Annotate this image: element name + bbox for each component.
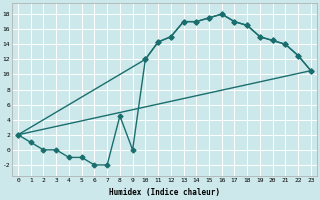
X-axis label: Humidex (Indice chaleur): Humidex (Indice chaleur) (109, 188, 220, 197)
